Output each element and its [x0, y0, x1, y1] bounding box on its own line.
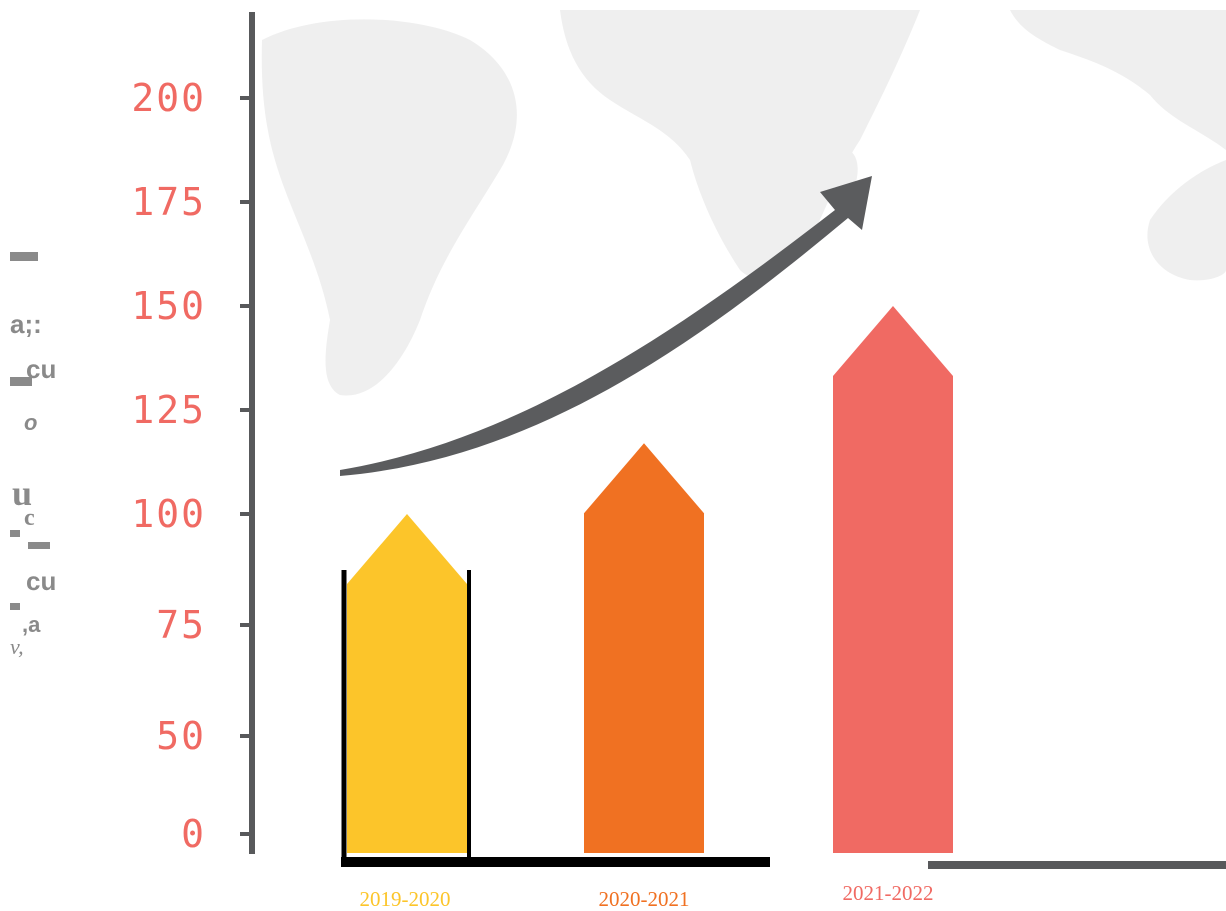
- svg-text:a;:: a;:: [10, 309, 42, 339]
- y-tick-label: 100: [131, 492, 206, 536]
- x-category-label: 2019-2020: [360, 887, 451, 911]
- y-tick-label: 175: [131, 180, 206, 224]
- y-tick-label: 125: [131, 388, 206, 432]
- y-tick-label: 150: [131, 284, 206, 328]
- svg-text:,a: ,a: [22, 612, 41, 637]
- svg-text:c: c: [24, 505, 35, 531]
- svg-text:cu: cu: [26, 566, 56, 596]
- bar-2021-2022: [833, 306, 953, 853]
- africa-shape: [560, 10, 920, 278]
- y-tick-label: 75: [156, 603, 206, 647]
- x-category-label: 2021-2022: [843, 881, 934, 905]
- asia-shape: [1010, 10, 1226, 150]
- y-tick-label: 0: [181, 812, 206, 856]
- svg-text:o: o: [24, 410, 37, 435]
- bar-2019-2020: [347, 514, 467, 853]
- svg-text:u: u: [12, 473, 32, 513]
- bar-2020-2021: [584, 443, 704, 853]
- svg-text:v,: v,: [10, 634, 24, 659]
- y-axis-label-artifact: a;: cu o u c cu ,a v,: [10, 252, 56, 659]
- x-category-label: 2020-2021: [599, 887, 690, 911]
- trend-arrow: [340, 176, 872, 476]
- south-america-shape: [261, 19, 517, 396]
- y-tick-label: 200: [131, 76, 206, 120]
- y-tick-label: 50: [156, 714, 206, 758]
- svg-text:cu: cu: [26, 354, 56, 384]
- australia-shape: [1147, 160, 1226, 281]
